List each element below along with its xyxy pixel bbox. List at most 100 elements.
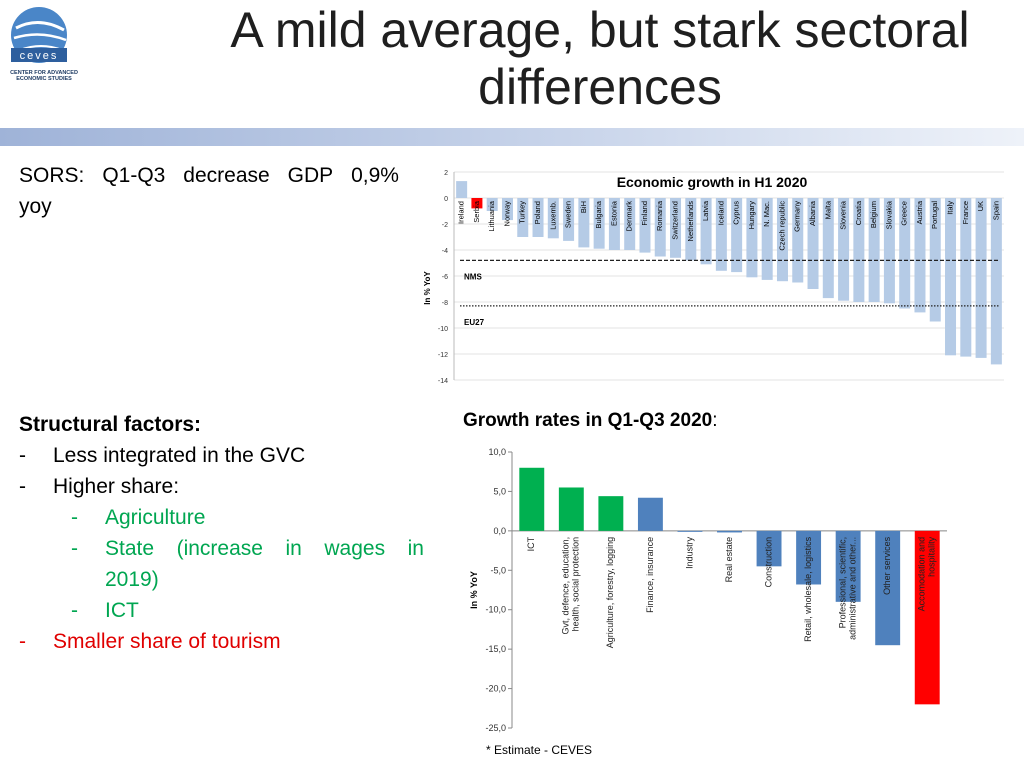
y-tick-label: -2: [442, 222, 448, 229]
sector-chart-heading: Growth rates in Q1-Q3 2020:: [463, 410, 717, 432]
category-label: Albania: [808, 200, 817, 226]
category-label: Hungary: [747, 201, 756, 230]
y-tick-label: -25,0: [485, 723, 506, 733]
y-tick-label: -15,0: [485, 644, 506, 654]
factor-agriculture: Agriculture: [105, 506, 206, 529]
category-label: Construction: [763, 537, 773, 588]
globe-icon: ceves: [11, 7, 67, 63]
title-divider: [0, 128, 1024, 146]
bar: [875, 530, 901, 646]
y-axis-title: In % YoY: [423, 271, 432, 305]
bar: [639, 198, 651, 253]
category-label: Industry: [684, 536, 694, 569]
y-tick-label: 0: [444, 196, 448, 203]
category-label: Luxemb.: [548, 201, 557, 230]
category-label: Belgium: [869, 201, 878, 228]
category-label: Germany: [793, 201, 802, 232]
y-tick-label: 2: [444, 170, 448, 177]
bar: [822, 198, 834, 299]
y-tick-label: -6: [442, 274, 448, 281]
bar: [960, 198, 972, 357]
category-label: Other services: [882, 536, 892, 595]
y-tick-label: -4: [442, 248, 448, 255]
bar: [637, 497, 663, 531]
logo-brand: ceves: [20, 50, 59, 62]
bar: [456, 181, 468, 198]
bullet-dash: -: [19, 444, 26, 467]
title-line-2: differences: [478, 59, 722, 115]
logo-subtitle: CENTER FOR ADVANCED ECONOMIC STUDIES: [10, 70, 78, 82]
bar: [746, 198, 758, 278]
category-label: UK: [976, 201, 985, 211]
y-tick-label: -14: [438, 378, 448, 385]
category-label: Lithuania: [487, 200, 496, 231]
state-word: (increase: [176, 537, 263, 560]
factor-state-line-1: State (increase in wages in: [105, 533, 424, 564]
factor-state: State (increase in wages in 2019): [105, 533, 424, 595]
slide-title: A mild average, but stark sectoral diffe…: [180, 2, 1020, 116]
lead-word: GDP: [287, 164, 334, 187]
y-tick-label: 10,0: [488, 447, 506, 457]
category-label: Retail, wholesale, logistics: [803, 536, 813, 642]
bar: [792, 198, 804, 283]
y-tick-label: -8: [442, 300, 448, 307]
bar: [715, 198, 727, 271]
category-label: Latvia: [701, 200, 710, 221]
category-label: Accomodation and: [917, 537, 927, 612]
bar: [796, 530, 822, 585]
y-tick-label: 0,0: [493, 526, 506, 536]
reference-line-label: NMS: [464, 272, 482, 281]
factors-heading: Structural factors:: [19, 413, 202, 436]
lead-word: decrease: [183, 164, 270, 187]
bar: [670, 198, 682, 258]
bullet-dash: -: [19, 630, 26, 653]
bar: [990, 198, 1002, 365]
category-label: Finland: [640, 201, 649, 226]
factor-ict: ICT: [105, 599, 139, 622]
y-tick-label: -12: [438, 352, 448, 359]
y-tick-label: 5,0: [493, 486, 506, 496]
category-label: ICT: [526, 536, 536, 551]
sector-growth-chart: 10,0 5,0 0,0 -5,0 -10,0 -15,0 -20,0 -25,0 In % Y…: [469, 447, 947, 733]
factor-gvc: Less integrated in the GVC: [53, 444, 306, 467]
category-label: Norway: [502, 201, 511, 227]
bullet-dash: -: [71, 506, 78, 529]
category-label: Slovenia: [839, 200, 848, 230]
y-tick-label: -20,0: [485, 684, 506, 694]
bar: [471, 198, 483, 209]
factor-subitem: - State (increase in wages in 2019): [19, 533, 424, 595]
category-label: Spain: [991, 201, 1000, 220]
bar: [558, 487, 584, 531]
bar: [838, 198, 850, 301]
y-axis-title: In % YoY: [469, 571, 479, 609]
chart-title: Economic growth in H1 2020: [617, 174, 808, 190]
category-label: Poland: [533, 201, 542, 224]
category-label: Ireland: [457, 201, 466, 224]
category-label: administrative and other...: [848, 537, 858, 640]
bar: [519, 467, 545, 531]
bar: [835, 530, 861, 602]
structural-factors: Structural factors: - Less integrated in…: [19, 409, 424, 657]
category-label: Croatia: [854, 200, 863, 225]
ceves-logo: ceves CENTER FOR ADVANCED ECONOMIC STUDI…: [6, 4, 78, 84]
factor-state-line-2: 2019): [105, 568, 159, 591]
bar: [532, 198, 544, 237]
bullet-dash: -: [71, 537, 78, 560]
category-label: Czech republic: [777, 201, 786, 251]
gdp-summary-line-2: yoy: [19, 195, 52, 218]
state-word: in: [407, 537, 424, 560]
category-label: Estonia: [609, 200, 618, 226]
y-tick-label: -10: [438, 326, 448, 333]
category-label: Switzerland: [671, 201, 680, 240]
bar: [717, 530, 742, 533]
bar: [761, 198, 773, 280]
gdp-summary: SORS: Q1-Q3 decrease GDP 0,9% yoy: [19, 160, 399, 222]
category-label: Denmark: [625, 201, 634, 232]
bar: [685, 198, 697, 261]
bar: [914, 198, 926, 313]
bar: [486, 198, 498, 211]
factor-higher-share: Higher share:: [53, 475, 180, 498]
bar: [624, 198, 636, 250]
category-label: Portugal: [930, 201, 939, 229]
bar: [945, 198, 957, 356]
